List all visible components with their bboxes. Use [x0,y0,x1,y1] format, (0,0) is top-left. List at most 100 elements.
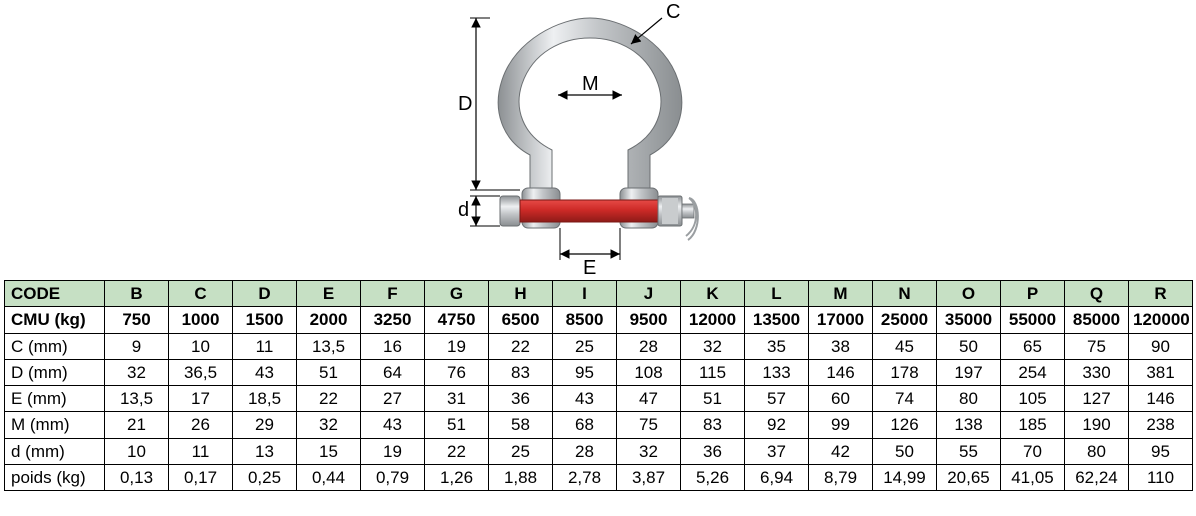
table-cell: 42 [809,438,873,464]
table-cell: 92 [745,412,809,438]
table-cell: 178 [873,359,937,385]
table-cell: 19 [361,438,425,464]
spec-table: CODEBCDEFGHIJKLMNOPQRCMU (kg)75010001500… [4,280,1193,491]
table-cell: 36,5 [169,359,233,385]
table-cell: 60 [809,386,873,412]
table-cell: 16 [361,333,425,359]
table-cell: 32 [681,333,745,359]
table-cell: 254 [1001,359,1065,385]
table-cell: 17000 [809,307,873,333]
table-cell: 99 [809,412,873,438]
table-row-label: CMU (kg) [5,307,105,333]
table-cell: 22 [489,333,553,359]
table-cell: 70 [1001,438,1065,464]
table-cell: 14,99 [873,464,937,490]
table-row-label: M (mm) [5,412,105,438]
table-cell: 35000 [937,307,1001,333]
table-cell: 90 [1129,333,1193,359]
table-cell: 330 [1065,359,1129,385]
table-code-header: Q [1065,281,1129,307]
table-cell: 115 [681,359,745,385]
table-cell: 31 [425,386,489,412]
table-cell: 5,26 [681,464,745,490]
table-code-header: J [617,281,681,307]
table-cell: 3,87 [617,464,681,490]
table-cell: 51 [425,412,489,438]
table-cell: 55 [937,438,1001,464]
table-cell: 29 [233,412,297,438]
table-cell: 43 [361,412,425,438]
table-cell: 110 [1129,464,1193,490]
table-cell: 13500 [745,307,809,333]
table-cell: 2000 [297,307,361,333]
table-cell: 15 [297,438,361,464]
dim-label-E: E [583,257,596,279]
table-cell: 25 [553,333,617,359]
table-header-label: CODE [5,281,105,307]
table-code-header: O [937,281,1001,307]
table-cell: 83 [489,359,553,385]
table-cell: 43 [553,386,617,412]
table-cell: 108 [617,359,681,385]
table-cell: 1000 [169,307,233,333]
table-cell: 4750 [425,307,489,333]
table-cell: 36 [489,386,553,412]
table-code-header: B [105,281,169,307]
shackle-svg: D d M E C [430,0,740,280]
table-cell: 9500 [617,307,681,333]
table-cell: 38 [809,333,873,359]
table-cell: 32 [617,438,681,464]
table-cell: 0,17 [169,464,233,490]
table-cell: 51 [681,386,745,412]
table-cell: 32 [297,412,361,438]
table-row-label: poids (kg) [5,464,105,490]
dim-label-D: D [458,93,472,115]
table-row: CMU (kg)75010001500200032504750650085009… [5,307,1193,333]
table-cell: 146 [809,359,873,385]
table-cell: 58 [489,412,553,438]
table-cell: 47 [617,386,681,412]
table-cell: 21 [105,412,169,438]
table-cell: 64 [361,359,425,385]
table-cell: 0,13 [105,464,169,490]
table-cell: 65 [1001,333,1065,359]
table-header-row: CODEBCDEFGHIJKLMNOPQR [5,281,1193,307]
table-cell: 83 [681,412,745,438]
table-cell: 1,26 [425,464,489,490]
table-code-header: E [297,281,361,307]
table-cell: 85000 [1065,307,1129,333]
table-cell: 6,94 [745,464,809,490]
table-cell: 11 [233,333,297,359]
table-cell: 37 [745,438,809,464]
table-cell: 28 [553,438,617,464]
table-cell: 11 [169,438,233,464]
table-cell: 80 [937,386,1001,412]
table-cell: 2,78 [553,464,617,490]
table-cell: 0,79 [361,464,425,490]
table-cell: 57 [745,386,809,412]
table-cell: 10 [169,333,233,359]
table-cell: 120000 [1129,307,1193,333]
table-cell: 127 [1065,386,1129,412]
table-cell: 133 [745,359,809,385]
table-cell: 27 [361,386,425,412]
table-cell: 8500 [553,307,617,333]
table-row: C (mm)9101113,51619222528323538455065759… [5,333,1193,359]
table-code-header: L [745,281,809,307]
table-cell: 43 [233,359,297,385]
table-cell: 50 [873,438,937,464]
table-cell: 13,5 [105,386,169,412]
table-cell: 750 [105,307,169,333]
table-cell: 146 [1129,386,1193,412]
table-code-header: K [681,281,745,307]
table-cell: 13 [233,438,297,464]
table-cell: 76 [425,359,489,385]
table-cell: 75 [1065,333,1129,359]
table-cell: 1,88 [489,464,553,490]
table-row-label: C (mm) [5,333,105,359]
table-cell: 381 [1129,359,1193,385]
table-cell: 10 [105,438,169,464]
table-code-header: P [1001,281,1065,307]
table-cell: 50 [937,333,1001,359]
dim-label-C: C [666,1,680,23]
